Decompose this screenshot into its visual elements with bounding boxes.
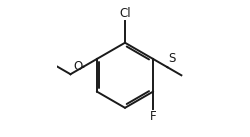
- Text: S: S: [168, 52, 176, 65]
- Text: Cl: Cl: [119, 7, 131, 20]
- Text: F: F: [150, 110, 156, 123]
- Text: O: O: [74, 60, 83, 73]
